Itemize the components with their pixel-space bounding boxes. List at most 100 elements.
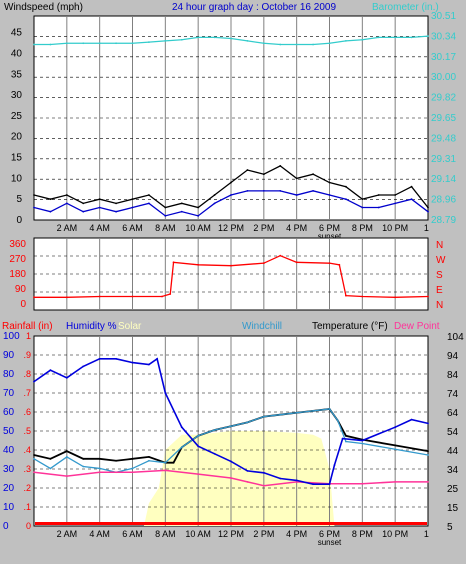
- barometer-series-point: [49, 43, 52, 46]
- x-tick-label: 4 AM: [89, 529, 110, 539]
- barometer-series-point: [295, 43, 298, 46]
- dew-point-series-point: [131, 471, 134, 474]
- wind-direction-series-point: [427, 295, 429, 298]
- windspeed-axis-label: Windspeed (mph): [4, 2, 83, 13]
- barometer-series-point: [164, 40, 167, 42]
- barometer-series-point: [131, 42, 134, 45]
- windchill-series-point: [180, 446, 183, 449]
- windchill-series-point: [230, 425, 232, 428]
- humidity-tick-label: 70: [3, 388, 15, 399]
- compass-tick-label: N: [436, 240, 443, 251]
- barometer-series-point: [65, 42, 68, 45]
- wind-average-series-point: [131, 206, 134, 209]
- barometer-series-point: [410, 36, 413, 39]
- barometer-tick-label: 29.82: [431, 93, 456, 104]
- wind-direction-series-point: [328, 262, 331, 265]
- dew-point-series-point: [230, 477, 232, 479]
- sunset-label: sunset: [318, 232, 342, 241]
- barometer-tick-label: 29.14: [431, 174, 456, 185]
- rain-tick-label: 1: [26, 331, 31, 341]
- dew-point-series-point: [394, 480, 397, 483]
- humidity-series-point: [295, 479, 298, 482]
- compass-tick-label: E: [436, 285, 443, 296]
- wind-average-series-point: [361, 206, 364, 209]
- x-tick-label: 8 AM: [155, 529, 176, 539]
- wind-gust-series-point: [98, 198, 101, 201]
- barometer-series-point: [33, 43, 35, 46]
- dew-point-series: [33, 469, 428, 487]
- wind-gust-series-point: [394, 194, 397, 196]
- humidity-series-point: [33, 380, 35, 383]
- wind-direction-series-point: [131, 295, 134, 298]
- compass-tick-label: W: [436, 255, 446, 266]
- humidity-series: [33, 357, 429, 486]
- humidity-series-point: [394, 426, 397, 429]
- rain-tick-label: .7: [23, 388, 31, 398]
- humidity-series-point: [410, 418, 413, 421]
- windchill-series-point: [279, 413, 282, 416]
- windspeed-tick-label: 35: [11, 69, 23, 80]
- wind-gust-series-point: [345, 185, 347, 188]
- windchill-series-point: [213, 429, 216, 431]
- humidity-tick-label: 10: [3, 502, 15, 513]
- x-tick-label: 10 AM: [185, 223, 211, 233]
- dew-point-series-point: [246, 480, 249, 483]
- dew-point-series-point: [197, 473, 200, 476]
- x-tick-label: 8 PM: [352, 529, 373, 539]
- wind-average-series-point: [82, 210, 85, 213]
- barometer-series-point: [98, 42, 101, 45]
- windchill-series-point: [262, 415, 265, 418]
- rain-tick-label: .2: [23, 483, 31, 493]
- humidity-series-point: [49, 369, 52, 372]
- barometer-tick-label: 29.48: [431, 133, 456, 144]
- barometer-series-point: [213, 36, 216, 39]
- barometer-tick-label: 30.00: [431, 72, 456, 83]
- barometer-tick-label: 28.79: [431, 215, 456, 226]
- wind-gust-series-point: [180, 202, 183, 205]
- wind-average-series-point: [377, 206, 380, 209]
- wind-direction-series-point: [65, 296, 68, 299]
- dew-point-series-point: [164, 469, 167, 472]
- x-tick-label: 12 PM: [218, 529, 244, 539]
- barometer-tick-label: 29.31: [431, 154, 456, 165]
- windchill-series-point: [148, 459, 150, 462]
- temperature-series-point: [33, 454, 35, 456]
- direction-tick-label: 180: [9, 269, 26, 280]
- temperature-series-point: [427, 450, 429, 453]
- humidity-tick-label: 80: [3, 369, 15, 380]
- windchill-series: [33, 408, 429, 473]
- graph-title: 24 hour graph day : October 16 2009: [172, 2, 336, 13]
- wind-direction-series-point: [98, 295, 101, 298]
- wind-direction-series-point: [161, 295, 163, 298]
- wind-gust-series-point: [262, 173, 265, 176]
- windchill-series-point: [131, 467, 134, 470]
- x-tick-label: 6 PM: [319, 223, 340, 233]
- temperature-tick-label: 25: [447, 484, 459, 495]
- x-tick-label: 4 PM: [286, 223, 307, 233]
- humidity-tick-label: 30: [3, 464, 15, 475]
- x-tick-label: 2 AM: [57, 529, 78, 539]
- barometer-series-point: [394, 36, 397, 39]
- barometer-series-point: [82, 42, 85, 45]
- temperature-series-point: [82, 457, 85, 460]
- dew-point-series-point: [33, 471, 35, 474]
- humidity-series-point: [148, 363, 150, 366]
- x-tick-label: 8 AM: [155, 223, 176, 233]
- temperature-tick-label: 74: [447, 389, 459, 400]
- rain-tick-label: .6: [23, 407, 31, 417]
- rain-tick-label: .9: [23, 350, 31, 360]
- direction-tick-label: 0: [20, 299, 26, 310]
- temperature-series-point: [172, 461, 175, 464]
- humidity-series-point: [164, 392, 167, 394]
- x-tick-label: 2 PM: [253, 223, 274, 233]
- temperature-tick-label: 104: [447, 332, 464, 343]
- humidity-tick-label: 20: [3, 483, 15, 494]
- humidity-tick-label: 90: [3, 350, 15, 361]
- barometer-tick-label: 30.51: [431, 11, 456, 22]
- wind-direction-series-point: [361, 295, 364, 298]
- barometer-series-point: [377, 36, 380, 39]
- humidity-series-point: [262, 471, 265, 474]
- temperature-tick-label: 15: [447, 503, 459, 514]
- rainfall-bar: [35, 522, 427, 525]
- humidity-series-point: [197, 445, 200, 448]
